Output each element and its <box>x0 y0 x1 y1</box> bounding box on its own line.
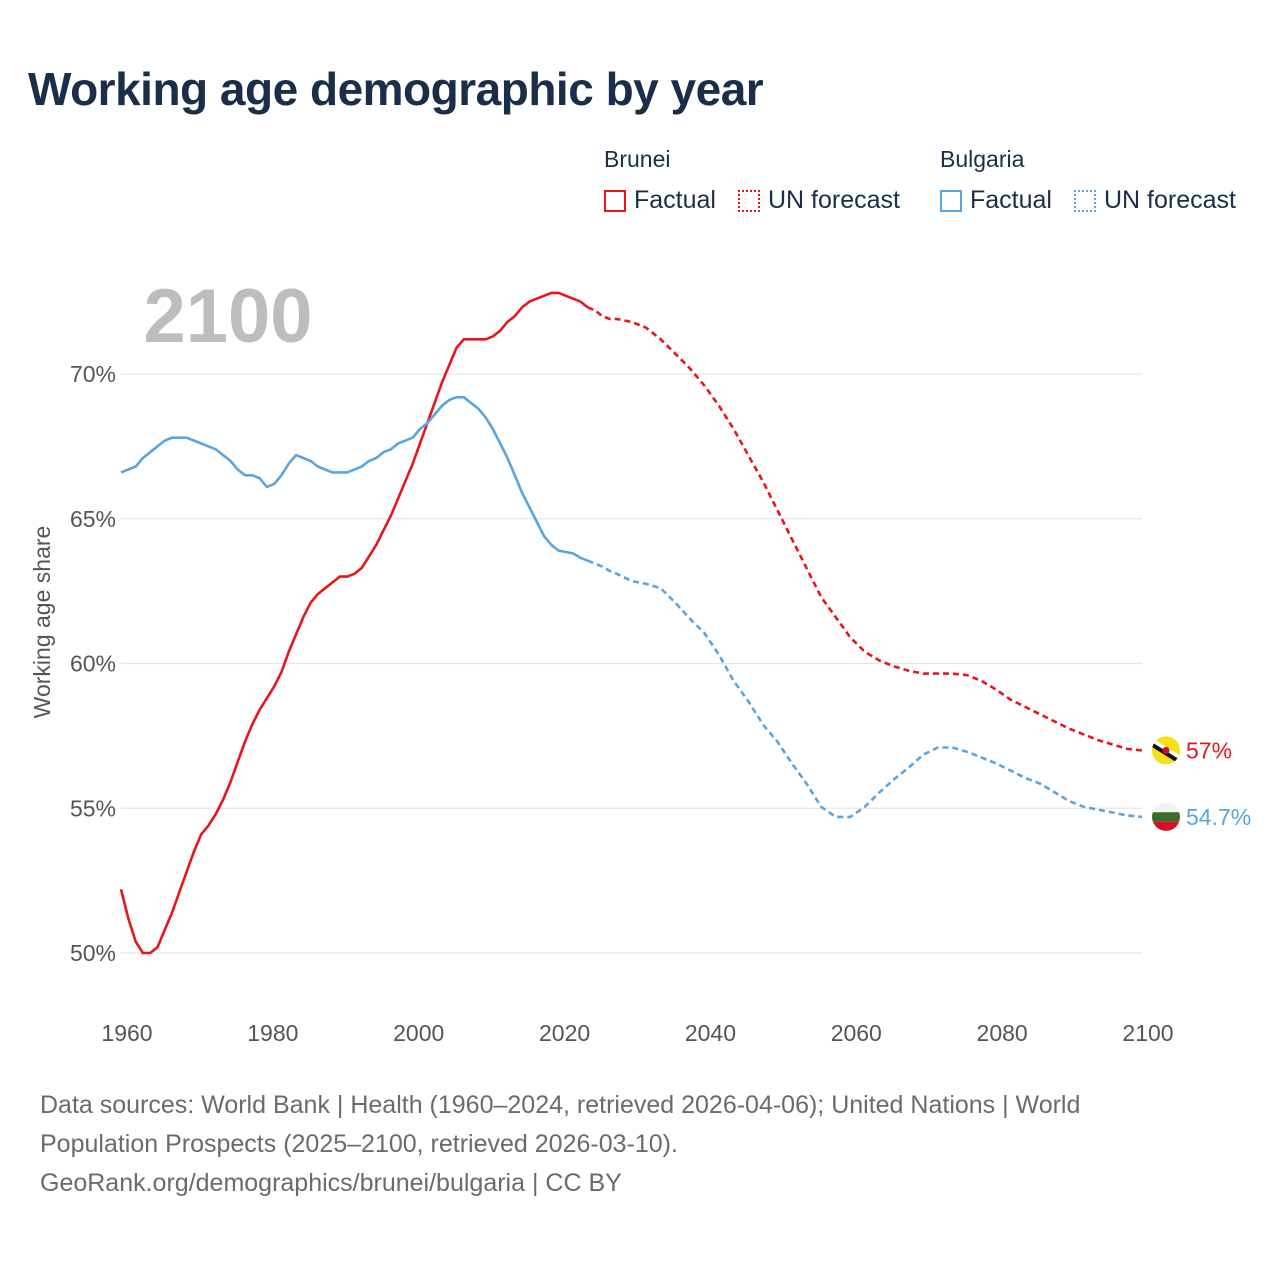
x-axis-ticks: 1960 1980 2000 2020 2040 2060 2080 2100 <box>101 1020 1173 1046</box>
line-chart: 2100 50% 55% 60% 65% 70% 1960 1980 2000 2020 204… <box>29 274 1251 1046</box>
brunei-end-label: 57% <box>1186 737 1232 763</box>
brunei-factual-line[interactable] <box>119 291 589 955</box>
legend-item-bulgaria-factual[interactable]: Factual <box>940 186 1052 215</box>
bulgaria-factual-line[interactable] <box>120 395 589 562</box>
y-axis-label: Working age share <box>29 526 55 719</box>
legend-title-brunei: Brunei <box>604 146 671 172</box>
x-tick-label: 2100 <box>1122 1020 1173 1046</box>
legend-label-brunei-factual: Factual <box>634 186 716 214</box>
footer-sources: Data sources: World Bank | Health (1960–… <box>40 1086 1240 1203</box>
legend-label-bulgaria-factual: Factual <box>970 186 1052 214</box>
brunei-flag-icon <box>1152 736 1180 765</box>
y-axis-ticks: 50% 55% 60% 65% 70% <box>70 361 116 966</box>
y-tick-label: 55% <box>70 795 116 821</box>
legend-swatch-bulgaria-forecast <box>1074 189 1096 212</box>
x-tick-label: 2040 <box>685 1020 736 1046</box>
brunei-forecast-line[interactable] <box>587 306 1143 752</box>
page-title: Working age demographic by year <box>28 63 764 115</box>
legend-swatch-bulgaria-factual <box>940 189 962 212</box>
end-markers: 57% 54.7% <box>1152 736 1251 831</box>
x-tick-label: 1960 <box>101 1020 152 1046</box>
current-year-label: 2100 <box>143 274 312 359</box>
bulgaria-forecast-line[interactable] <box>587 559 1143 819</box>
y-tick-label: 65% <box>70 506 116 532</box>
x-tick-label: 2080 <box>977 1020 1028 1046</box>
bulgaria-flag-icon <box>1152 802 1180 831</box>
x-tick-label: 2060 <box>831 1020 882 1046</box>
footer-line-3[interactable]: GeoRank.org/demographics/brunei/bulgaria… <box>40 1169 622 1197</box>
legend-item-brunei-factual[interactable]: Factual <box>604 186 716 215</box>
x-tick-label: 2020 <box>539 1020 590 1046</box>
x-tick-label: 2000 <box>393 1020 444 1046</box>
legend-swatch-brunei-forecast <box>738 189 760 212</box>
legend-label-bulgaria-forecast: UN forecast <box>1104 186 1236 214</box>
legend-swatch-brunei-factual <box>604 189 626 212</box>
series-lines <box>119 291 1143 955</box>
legend-title-bulgaria: Bulgaria <box>940 146 1025 172</box>
legend-label-brunei-forecast: UN forecast <box>768 186 900 214</box>
footer-line-2: Population Prospects (2025–2100, retriev… <box>40 1130 678 1158</box>
y-tick-label: 60% <box>70 651 116 677</box>
y-tick-label: 50% <box>70 940 116 966</box>
y-tick-label: 70% <box>70 361 116 387</box>
bulgaria-end-label: 54.7% <box>1186 804 1251 830</box>
legend-item-brunei-forecast[interactable]: UN forecast <box>738 186 900 215</box>
footer-line-1: Data sources: World Bank | Health (1960–… <box>40 1091 1081 1119</box>
x-tick-label: 1980 <box>247 1020 298 1046</box>
gridlines <box>121 373 1142 954</box>
legend-item-bulgaria-forecast[interactable]: UN forecast <box>1074 186 1236 215</box>
